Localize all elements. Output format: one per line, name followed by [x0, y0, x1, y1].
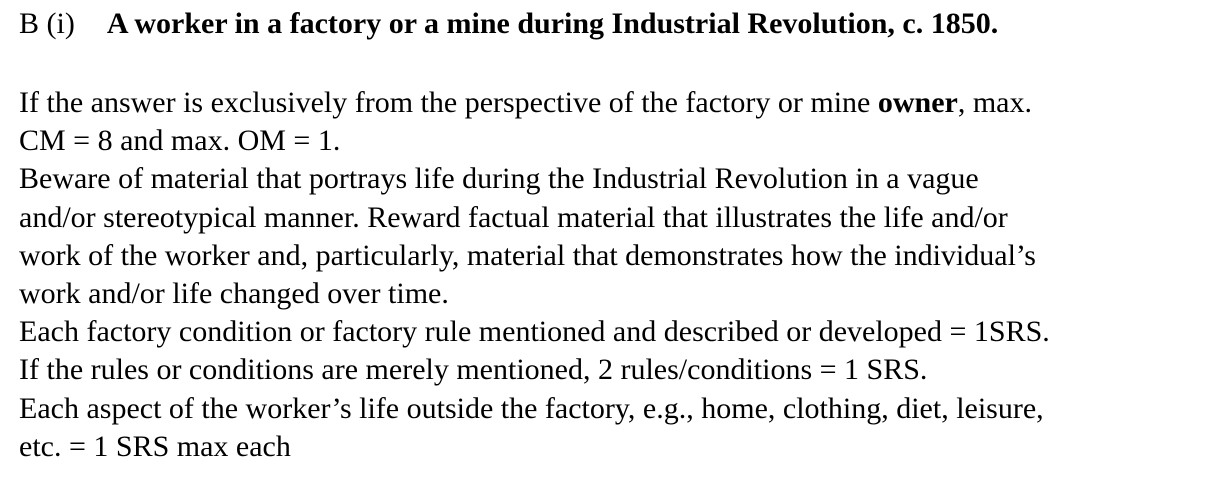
- text-line: Each factory condition or factory rule m…: [19, 315, 1050, 349]
- text-line: Beware of material that portrays life du…: [19, 162, 979, 196]
- section-heading: B (i) A worker in a factory or a mine dur…: [19, 4, 998, 44]
- section-title: A worker in a factory or a mine during I…: [106, 7, 999, 40]
- text-line: and/or stereotypical manner. Reward fact…: [19, 200, 1008, 234]
- text-line: If the rules or conditions are merely me…: [19, 353, 928, 387]
- text-span: If the answer is exclusively from the pe…: [19, 86, 878, 119]
- section-number: B (i): [19, 7, 75, 40]
- text-line: If the answer is exclusively from the pe…: [19, 84, 1219, 122]
- marking-guidance: If the answer is exclusively from the pe…: [19, 84, 1219, 466]
- text-line: Each aspect of the worker’s life outside…: [19, 391, 1044, 425]
- text-line: work of the worker and, particularly, ma…: [19, 238, 1036, 272]
- text-line: CM = 8 and max. OM = 1.: [19, 124, 341, 158]
- text-line: work and/or life changed over time.: [19, 277, 449, 311]
- text-span: , max.: [957, 86, 1032, 119]
- text-line: etc. = 1 SRS max each: [19, 429, 291, 463]
- bold-term: owner: [877, 86, 958, 119]
